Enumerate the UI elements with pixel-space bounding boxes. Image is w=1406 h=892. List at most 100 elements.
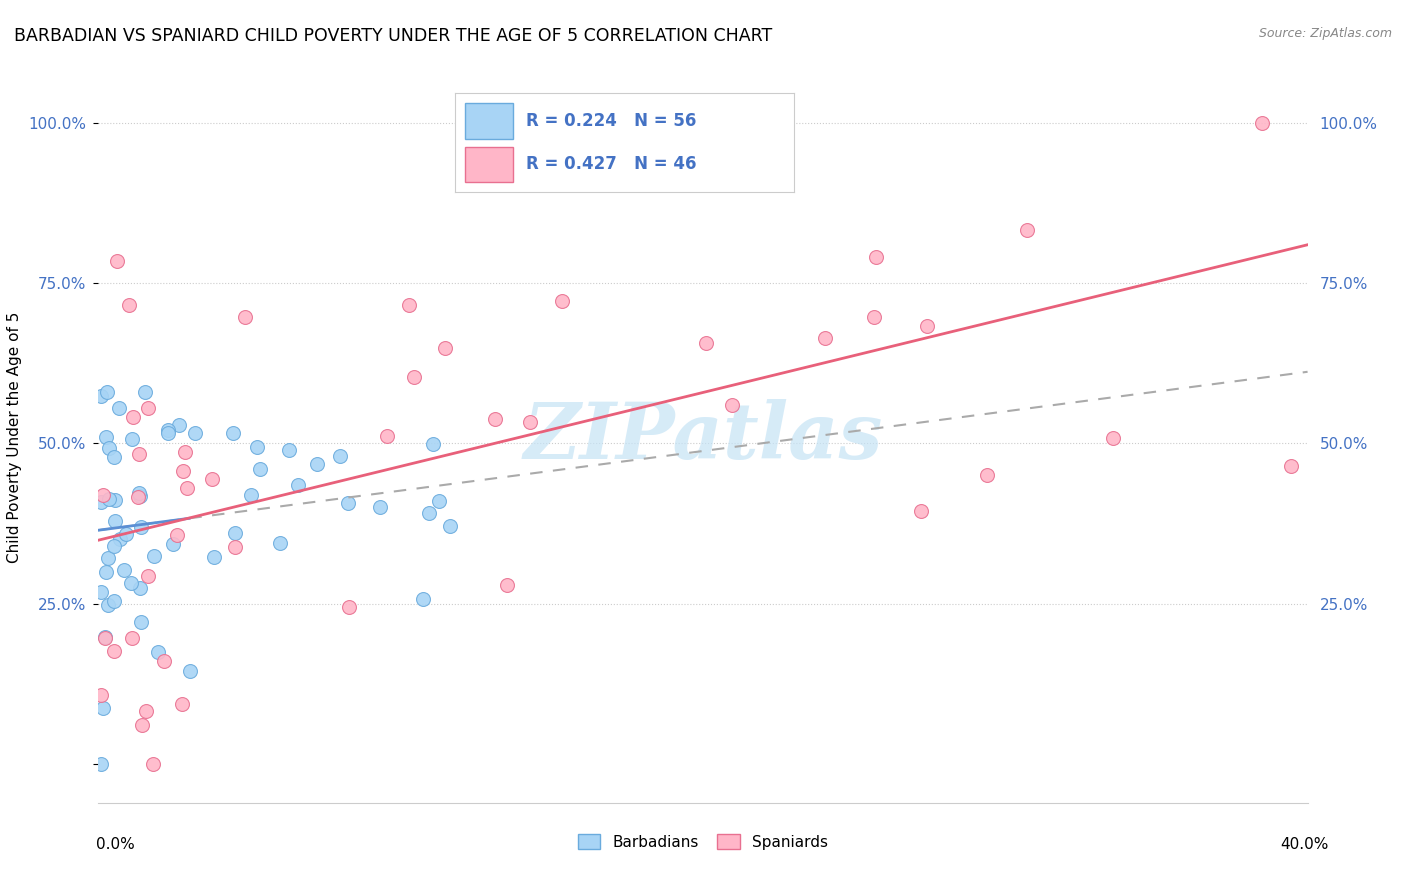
Point xyxy=(118,298,141,312)
Point xyxy=(97,551,120,566)
Point xyxy=(103,539,125,553)
Point xyxy=(375,429,398,443)
Point xyxy=(134,385,156,400)
Point xyxy=(129,520,152,534)
Point xyxy=(368,500,391,514)
Point xyxy=(166,527,188,541)
Point xyxy=(91,701,114,715)
Point xyxy=(143,549,166,563)
Point xyxy=(146,645,169,659)
Point xyxy=(128,582,150,596)
Point xyxy=(749,116,772,130)
Point xyxy=(96,599,118,613)
Text: ZIPatlas: ZIPatlas xyxy=(523,399,883,475)
Point xyxy=(336,496,359,510)
Point xyxy=(337,600,360,615)
Point xyxy=(136,569,159,583)
Point xyxy=(121,433,143,447)
Point xyxy=(176,481,198,495)
Point xyxy=(108,401,131,416)
Point xyxy=(108,532,131,546)
Legend: Barbadians, Spaniards: Barbadians, Spaniards xyxy=(569,826,837,857)
Point xyxy=(90,494,112,508)
Point xyxy=(519,415,541,429)
Point xyxy=(202,550,225,565)
Point xyxy=(814,331,837,345)
Point xyxy=(269,536,291,550)
Point xyxy=(201,472,224,486)
Point xyxy=(484,411,506,425)
Point xyxy=(90,585,112,599)
Point xyxy=(152,654,174,668)
Point xyxy=(402,370,425,384)
Point xyxy=(136,401,159,415)
Point xyxy=(103,450,125,465)
Point xyxy=(103,594,125,608)
Point xyxy=(422,437,444,451)
Point xyxy=(103,644,125,658)
Point xyxy=(695,336,717,351)
Point xyxy=(135,704,157,718)
Point xyxy=(976,467,998,482)
Text: 40.0%: 40.0% xyxy=(1281,838,1329,852)
Point xyxy=(246,441,269,455)
Point xyxy=(94,630,117,644)
Point xyxy=(1251,116,1274,130)
Point xyxy=(104,493,127,508)
Point xyxy=(90,757,112,772)
Point xyxy=(129,489,152,503)
Point xyxy=(305,457,328,471)
Point xyxy=(122,410,145,425)
Point xyxy=(551,294,574,309)
Point xyxy=(105,254,128,268)
Point xyxy=(433,341,456,355)
Point xyxy=(179,664,201,678)
Point xyxy=(412,592,434,607)
Point xyxy=(98,441,121,455)
Point xyxy=(104,514,127,528)
Point xyxy=(128,485,150,500)
Text: 0.0%: 0.0% xyxy=(96,838,135,852)
Point xyxy=(439,519,461,533)
Point xyxy=(398,297,420,311)
Point xyxy=(156,426,179,441)
Point xyxy=(94,631,117,645)
Point xyxy=(157,423,180,437)
Point xyxy=(1015,223,1038,237)
Point xyxy=(131,615,153,630)
Point xyxy=(329,450,352,464)
Point xyxy=(115,526,138,541)
Point xyxy=(1102,432,1125,446)
Point xyxy=(94,565,117,579)
Point xyxy=(121,631,143,645)
Text: BARBADIAN VS SPANIARD CHILD POVERTY UNDER THE AGE OF 5 CORRELATION CHART: BARBADIAN VS SPANIARD CHILD POVERTY UNDE… xyxy=(14,27,772,45)
Point xyxy=(127,490,149,504)
Point xyxy=(112,563,135,577)
Point xyxy=(429,494,451,508)
Point xyxy=(91,488,114,502)
Point xyxy=(172,464,194,478)
Point xyxy=(169,418,191,433)
Point xyxy=(418,506,440,520)
Point xyxy=(233,310,256,324)
Point xyxy=(222,426,245,441)
Point xyxy=(170,697,193,711)
Point xyxy=(863,310,886,324)
Y-axis label: Child Poverty Under the Age of 5: Child Poverty Under the Age of 5 xyxy=(7,311,21,563)
Point xyxy=(142,757,165,772)
Point xyxy=(277,442,299,457)
Point xyxy=(94,430,117,444)
Point xyxy=(224,540,246,554)
Point xyxy=(249,462,271,476)
Point xyxy=(865,250,887,264)
Point xyxy=(183,425,205,440)
Point xyxy=(910,504,932,518)
Point xyxy=(162,537,184,551)
Point xyxy=(173,445,195,459)
Point xyxy=(721,398,744,412)
Point xyxy=(495,578,517,592)
Point xyxy=(224,525,246,540)
Text: Source: ZipAtlas.com: Source: ZipAtlas.com xyxy=(1258,27,1392,40)
Point xyxy=(120,576,142,591)
Point xyxy=(1279,458,1302,473)
